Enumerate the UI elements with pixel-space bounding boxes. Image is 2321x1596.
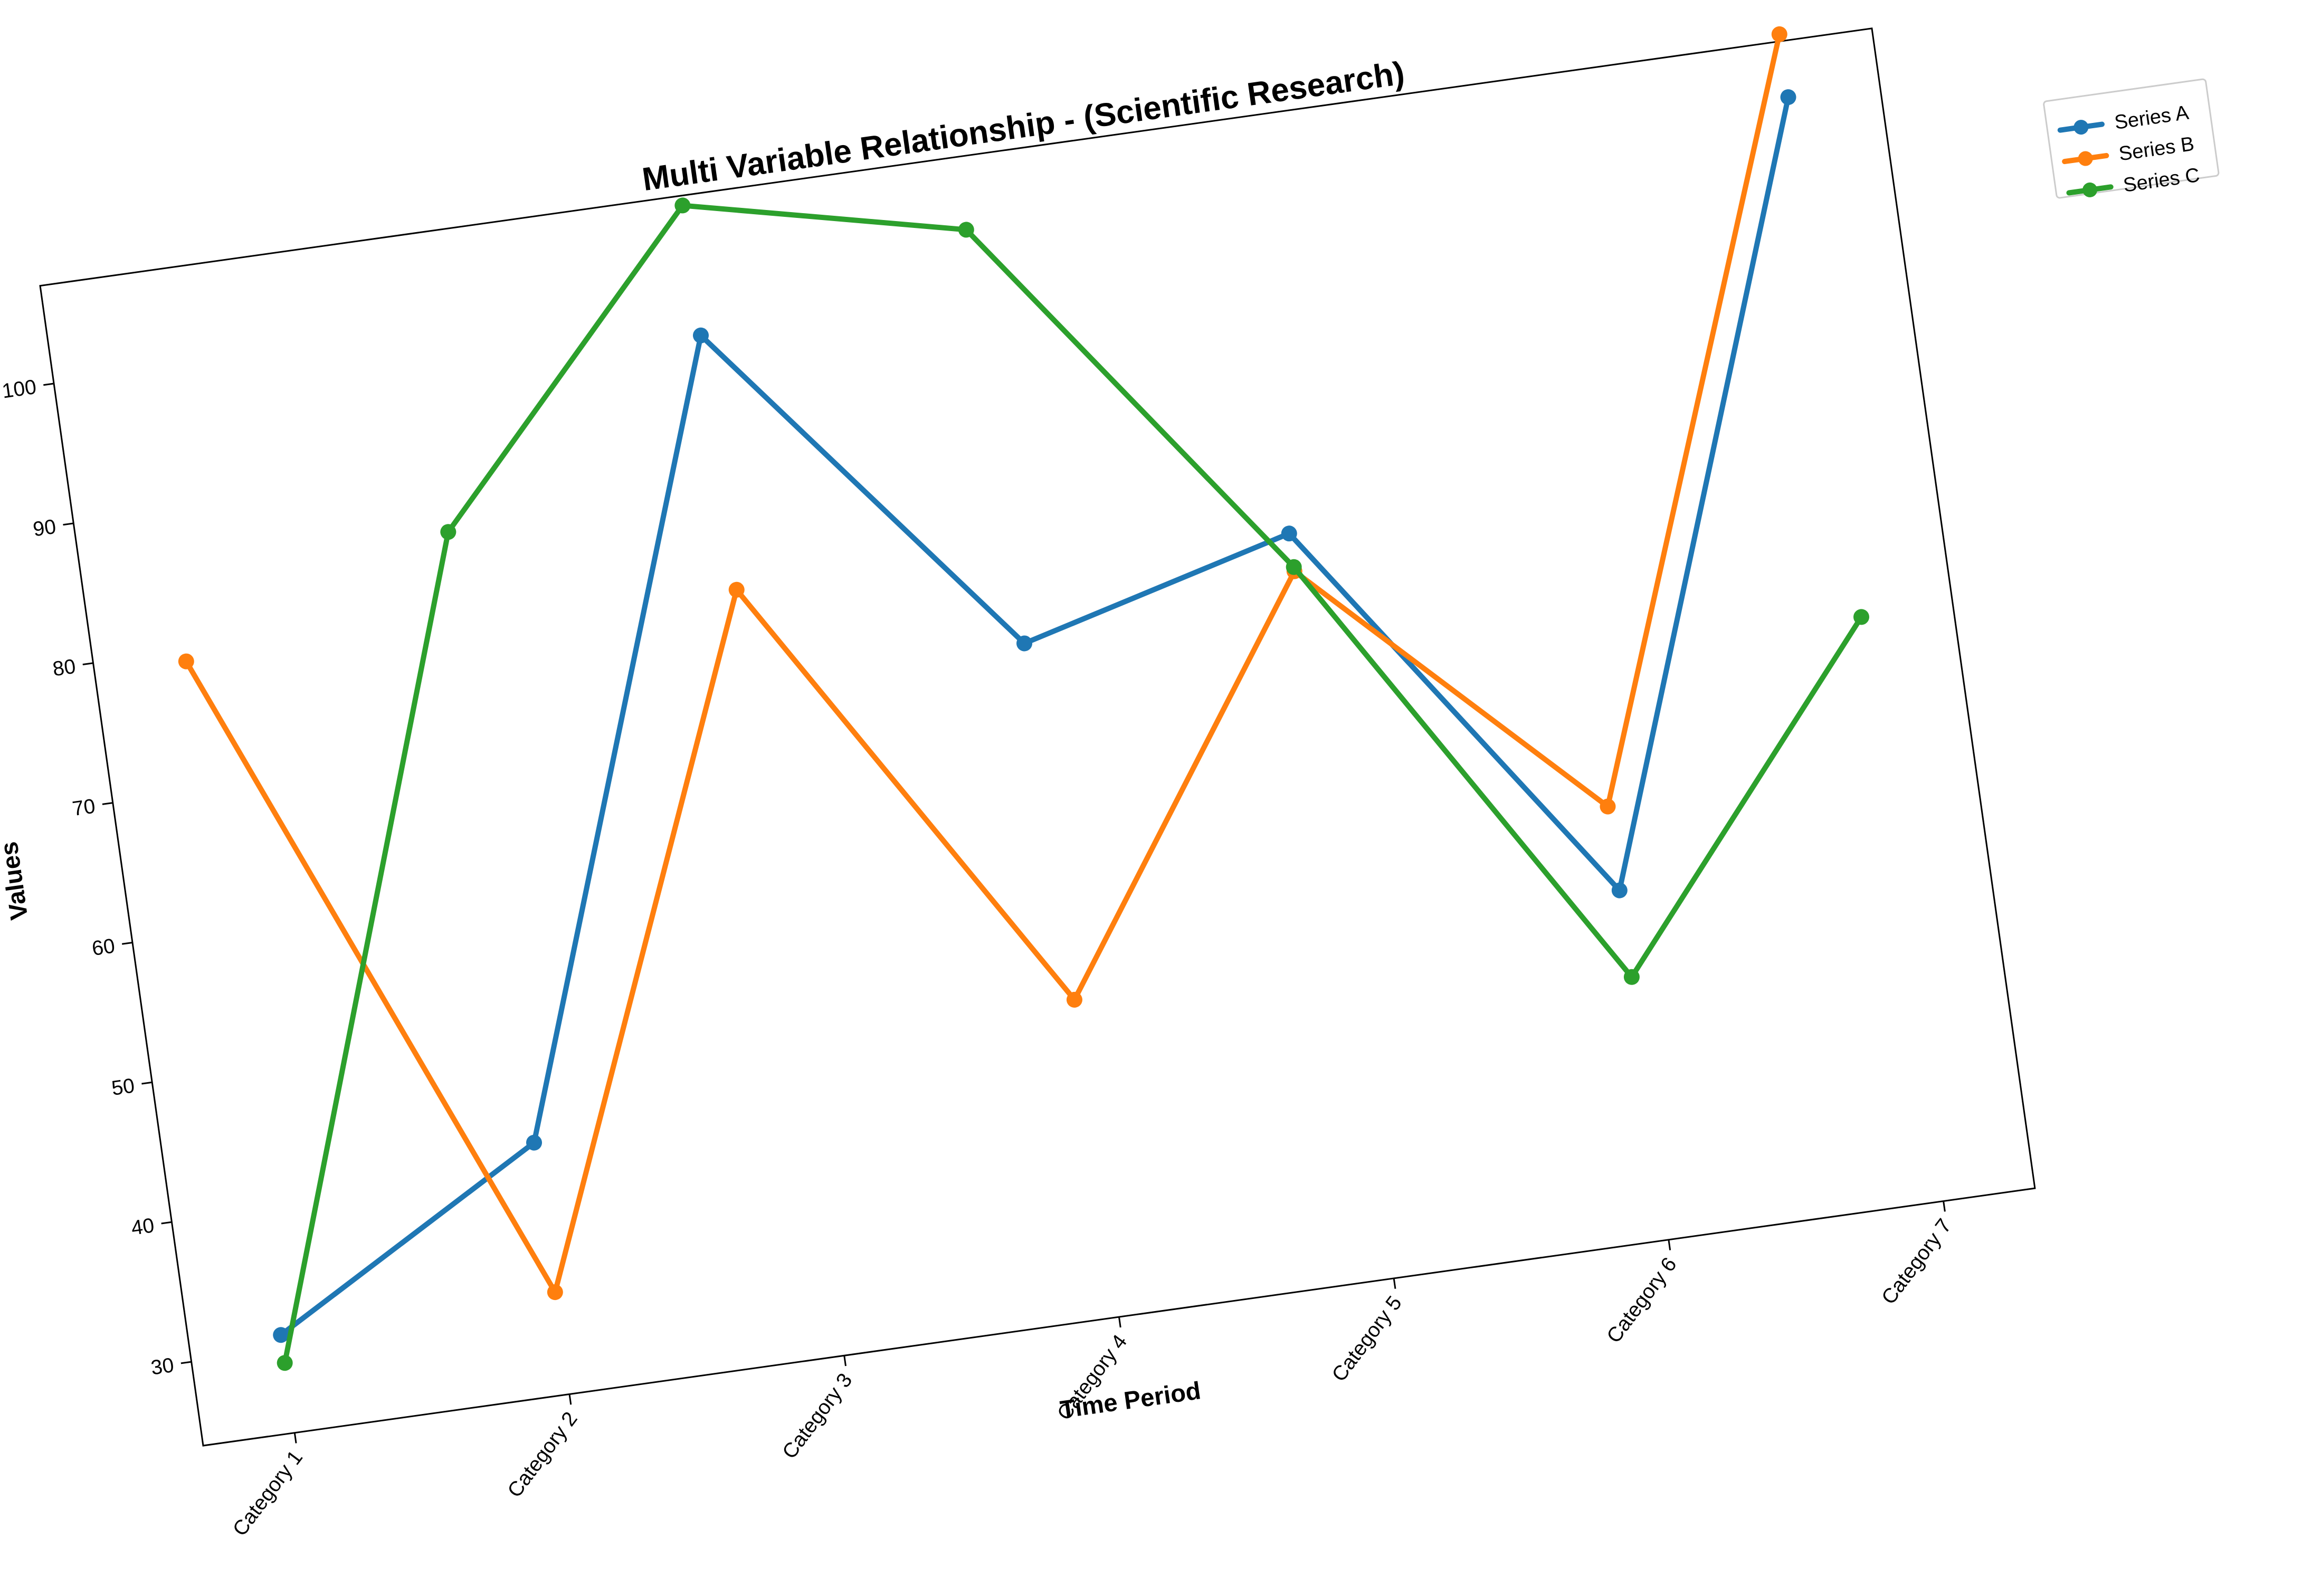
y-tick-label: 40 bbox=[130, 1214, 156, 1240]
x-tick-mark bbox=[1668, 1239, 1671, 1250]
chart-title: Multi Variable Relationship - (Scientifi… bbox=[640, 55, 1407, 198]
data-point[interactable] bbox=[1599, 798, 1617, 816]
data-point[interactable] bbox=[1015, 634, 1033, 652]
legend-marker bbox=[2073, 120, 2089, 135]
x-tick-mark bbox=[1393, 1278, 1396, 1289]
legend-box bbox=[2043, 78, 2220, 199]
data-point[interactable] bbox=[728, 581, 746, 599]
data-point[interactable] bbox=[1780, 88, 1797, 106]
y-tick-label: 60 bbox=[91, 934, 117, 960]
data-point[interactable] bbox=[276, 1354, 294, 1372]
legend-marker bbox=[2082, 182, 2098, 197]
x-tick-mark bbox=[1118, 1316, 1121, 1328]
data-point[interactable] bbox=[525, 1134, 543, 1152]
data-point[interactable] bbox=[673, 196, 691, 214]
plot-frame bbox=[39, 27, 2036, 1447]
x-tick-mark bbox=[568, 1394, 572, 1405]
x-tick-label: Category 7 bbox=[1877, 1215, 1956, 1308]
data-point[interactable] bbox=[546, 1283, 564, 1301]
legend-marker bbox=[2078, 151, 2093, 166]
y-tick-mark bbox=[180, 1361, 192, 1364]
data-point[interactable] bbox=[272, 1326, 290, 1344]
y-tick-label: 80 bbox=[51, 655, 77, 681]
axis-ticks: 30 40 50 60 70 80 90 100 Category 1 Category 2 Cat… bbox=[1, 376, 1956, 1541]
y-tick-mark bbox=[102, 802, 113, 805]
plot-area: 30 40 50 60 70 80 90 100 Category 1 Category 2 Cat… bbox=[0, 25, 2036, 1541]
x-tick-mark bbox=[843, 1355, 846, 1366]
series-lines bbox=[130, 25, 1934, 1372]
y-axis-label: Values bbox=[0, 840, 33, 922]
y-tick-mark bbox=[141, 1081, 153, 1085]
y-tick-label: 30 bbox=[149, 1354, 175, 1380]
data-point[interactable] bbox=[439, 523, 457, 541]
x-tick-mark bbox=[293, 1432, 297, 1444]
data-point[interactable] bbox=[177, 653, 195, 671]
x-tick-mark bbox=[1943, 1201, 1946, 1212]
x-tick-label: Category 6 bbox=[1602, 1253, 1681, 1347]
series-line-series-a[interactable] bbox=[139, 94, 1929, 1338]
y-tick-label: 50 bbox=[110, 1074, 136, 1100]
y-tick-mark bbox=[43, 383, 54, 386]
data-point[interactable] bbox=[692, 327, 710, 345]
data-point[interactable] bbox=[1623, 968, 1641, 986]
x-tick-label: Category 5 bbox=[1328, 1292, 1406, 1386]
y-tick-label: 100 bbox=[1, 376, 37, 403]
y-tick-label: 70 bbox=[71, 795, 97, 821]
y-tick-mark bbox=[161, 1221, 172, 1225]
x-tick-label: Category 3 bbox=[778, 1369, 857, 1463]
data-point[interactable] bbox=[1852, 608, 1870, 626]
data-point[interactable] bbox=[1280, 524, 1298, 542]
data-point[interactable] bbox=[957, 221, 975, 238]
series-line-series-c[interactable] bbox=[133, 51, 1934, 1366]
x-tick-label: Category 1 bbox=[229, 1446, 307, 1540]
data-point[interactable] bbox=[1771, 25, 1789, 43]
series-line-series-b[interactable] bbox=[130, 31, 1929, 1331]
data-point[interactable] bbox=[1285, 558, 1303, 576]
data-point[interactable] bbox=[1066, 991, 1083, 1009]
data-point[interactable] bbox=[1611, 882, 1629, 900]
y-tick-label: 90 bbox=[32, 515, 58, 541]
y-tick-mark bbox=[63, 522, 74, 526]
y-tick-mark bbox=[82, 662, 93, 666]
x-tick-label: Category 2 bbox=[503, 1408, 582, 1502]
y-tick-mark bbox=[121, 941, 133, 945]
